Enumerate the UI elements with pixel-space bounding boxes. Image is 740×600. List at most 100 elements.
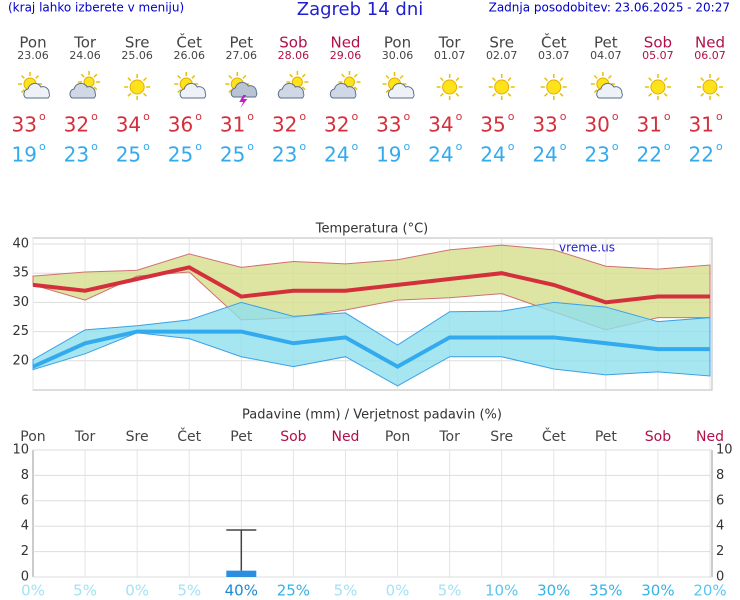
- y-tick-label: 4: [21, 519, 29, 534]
- day-date: 06.07: [694, 49, 726, 62]
- degree: o: [716, 140, 723, 153]
- sun: [494, 79, 510, 95]
- sun-ray: [242, 74, 247, 79]
- cloud: [387, 82, 415, 99]
- day-name: Sob: [644, 34, 672, 52]
- y-tick-label: 0: [21, 570, 29, 585]
- day-date: 23.06: [17, 49, 49, 62]
- sun-ray: [353, 73, 358, 78]
- temperature: 33: [12, 113, 37, 137]
- sun-ray: [127, 92, 132, 97]
- cloud: [23, 82, 50, 99]
- weather-icon: [540, 74, 567, 100]
- temperature: 31: [636, 113, 661, 137]
- header-title: Zagreb 14 dni: [297, 0, 423, 20]
- weather-icon: [329, 71, 361, 99]
- sun-ray: [715, 77, 720, 82]
- sun-ray: [80, 73, 85, 78]
- sun-ray: [385, 89, 390, 94]
- y-tick-label: 35: [12, 266, 29, 281]
- temperature: 22: [636, 143, 661, 167]
- degree: o: [299, 140, 306, 153]
- temp-title: Temperatura (°C): [315, 222, 428, 237]
- temperature: 19: [12, 143, 37, 167]
- sun-ray: [455, 92, 460, 97]
- day-date: 05.07: [642, 49, 674, 62]
- degree: o: [612, 140, 619, 153]
- cloud: [277, 82, 305, 99]
- temperature: 24: [480, 143, 505, 167]
- precip-title: Padavine (mm) / Verjetnost padavin (%): [242, 408, 502, 423]
- degree: o: [299, 110, 306, 123]
- day-date: 25.06: [121, 49, 153, 62]
- day-name: Pon: [19, 34, 46, 52]
- probability: 5%: [334, 582, 358, 600]
- precip-day: Sob: [280, 429, 306, 445]
- sun-ray: [439, 77, 444, 82]
- degree: o: [612, 110, 619, 123]
- probability: 0%: [21, 582, 45, 600]
- sun-ray: [559, 92, 564, 97]
- probability: 35%: [589, 582, 622, 600]
- y2-tick-label: 0: [716, 570, 724, 585]
- sun-ray: [142, 77, 147, 82]
- sun-ray: [544, 77, 548, 82]
- y-tick-label: 20: [12, 353, 29, 368]
- weather-icon: [488, 74, 515, 100]
- precip-day: Tor: [74, 429, 96, 445]
- temperature: 25: [220, 143, 245, 167]
- precip-day: Pet: [595, 429, 618, 445]
- day-date: 24.06: [69, 49, 101, 62]
- weather-icon: [436, 74, 463, 100]
- temperature: 23: [64, 143, 89, 167]
- degree: o: [247, 110, 254, 123]
- lightning: [239, 95, 248, 108]
- day-date: 02.07: [486, 49, 518, 62]
- sun-ray: [607, 74, 612, 79]
- sun-ray: [228, 89, 233, 94]
- weather-icon: [697, 74, 723, 100]
- sun-ray: [491, 77, 496, 82]
- cloud: [230, 81, 258, 98]
- sun-ray: [663, 77, 668, 82]
- degree: o: [560, 140, 567, 153]
- temperature: 30: [584, 113, 609, 137]
- weather-icon: [174, 72, 207, 99]
- sun-ray: [142, 92, 147, 97]
- degree: o: [456, 110, 463, 123]
- degree: o: [664, 140, 671, 153]
- sun-ray: [385, 74, 390, 79]
- sun-ray: [593, 89, 598, 94]
- probability: 10%: [485, 582, 518, 600]
- probability: 0%: [125, 582, 149, 600]
- degree: o: [664, 110, 671, 123]
- degree: o: [508, 140, 515, 153]
- probability: 5%: [177, 582, 201, 600]
- probability: 5%: [438, 582, 462, 600]
- y2-tick-label: 10: [716, 443, 733, 458]
- sun: [442, 79, 458, 95]
- temp-band: [32, 301, 711, 387]
- day-date: 30.06: [382, 49, 414, 62]
- degree: o: [508, 110, 515, 123]
- probability: 5%: [73, 582, 97, 600]
- weather-icon: [382, 72, 415, 99]
- day-name: Pet: [594, 34, 618, 52]
- header-note: (kraj lahko izberete v meniju): [8, 1, 184, 15]
- degree: o: [456, 140, 463, 153]
- temperature: 34: [428, 113, 453, 137]
- temperature: 36: [168, 113, 193, 137]
- probability: 0%: [386, 582, 410, 600]
- day-date: 26.06: [173, 49, 205, 62]
- temperature: 32: [64, 113, 89, 137]
- sun-ray: [177, 89, 182, 94]
- sun-ray: [35, 74, 40, 79]
- degree: o: [404, 110, 411, 123]
- temperature: 33: [376, 113, 401, 137]
- y2-tick-label: 6: [716, 493, 724, 508]
- temperature: 32: [324, 113, 349, 137]
- error-bar: [226, 529, 257, 571]
- day-date: 03.07: [538, 49, 570, 62]
- precip-day: Sre: [490, 429, 513, 445]
